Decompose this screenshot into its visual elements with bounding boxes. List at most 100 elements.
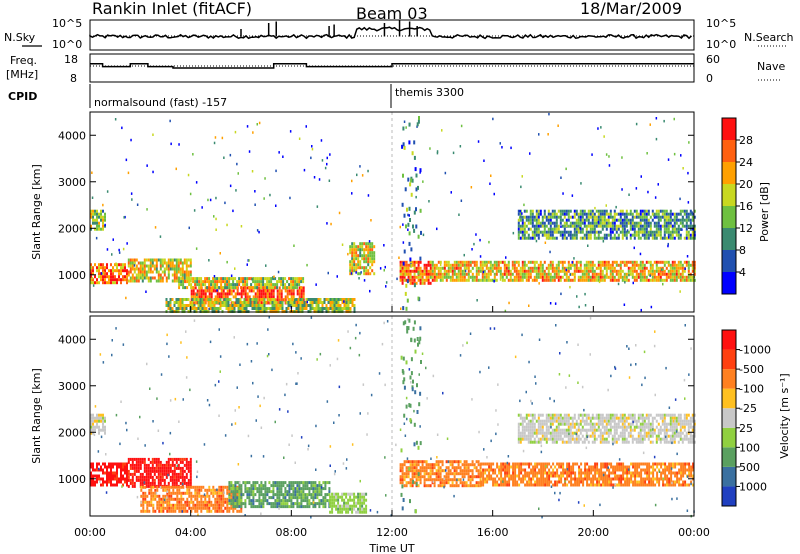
heatmap-cell-band-6 (471, 469, 474, 473)
heatmap-cell-band-8 (615, 260, 618, 264)
heatmap-cell-band-2 (155, 457, 158, 461)
heatmap-cell-band-9 (655, 227, 658, 231)
heatmap-cell-band-4 (290, 481, 293, 485)
heatmap-cell-band-9 (635, 233, 638, 237)
heatmap-cell-band-1 (118, 263, 120, 267)
heatmap-scatter-cell (560, 225, 562, 228)
heatmap-cell-band-8 (483, 272, 486, 276)
heatmap-cell-band-2 (139, 276, 142, 280)
heatmap-cell-band-8 (451, 266, 454, 270)
heatmap-cell-band-3 (188, 500, 191, 504)
heatmap-cell-band-7 (516, 480, 519, 484)
heatmap-cell-band-9 (605, 236, 608, 240)
heatmap-cell-band-7 (522, 480, 525, 484)
heatmap-cell-band-3 (298, 295, 301, 299)
heatmap-cell-band-2 (179, 466, 182, 470)
heatmap-cell-band-6 (469, 484, 472, 488)
heatmap-cell-band-9 (603, 221, 606, 225)
heatmap-cell-band-2 (129, 279, 132, 283)
heatmap-cell-band-4 (193, 307, 196, 310)
heatmap-cell-band-8 (657, 278, 660, 282)
heatmap-cell-band-6 (409, 481, 412, 485)
heatmap-cell-band-9 (585, 230, 588, 234)
heatmap-cell-band-8 (465, 263, 468, 267)
heatmap-cell-band-8 (667, 269, 670, 273)
heatmap-cell-band-2 (189, 258, 192, 262)
heatmap-cell-band-5 (262, 277, 265, 281)
heatmap-cell-band-3 (236, 509, 239, 513)
heatmap-cell-band-4 (283, 298, 286, 301)
heatmap-cell-band-6 (437, 466, 440, 470)
heatmap-cell-band-8 (465, 260, 468, 264)
heatmap-cell-band-1 (106, 474, 108, 478)
heatmap-cell-band-4 (278, 484, 281, 488)
heatmap-cell-band-4 (253, 307, 256, 310)
heatmap-cell-band-9 (547, 233, 550, 237)
heatmap-cell-band-9 (553, 230, 556, 234)
heatmap-cell-band-4 (324, 505, 327, 509)
heatmap-cell-band-3 (194, 286, 197, 290)
heatmap-cell-band-5 (341, 507, 344, 511)
heatmap-cell-band-2 (169, 463, 172, 467)
heatmap-cell-band-6 (433, 484, 436, 488)
heatmap-cell-band-6 (367, 260, 370, 264)
heatmap-cell-band-9 (571, 221, 574, 225)
heatmap-cell-band-0 (92, 212, 94, 216)
heatmap-cell-band-9 (571, 224, 574, 228)
heatmap-cell-band-8 (677, 263, 680, 267)
heatmap-cell-band-2 (175, 279, 178, 283)
heatmap-cell-band-4 (241, 304, 244, 307)
heatmap-cell-band-1 (96, 281, 98, 285)
heatmap-cell-band-1 (106, 483, 108, 487)
heatmap-cell-band-8 (639, 263, 642, 267)
heatmap-cell-band-3 (150, 491, 153, 495)
heatmap-cell-band-4 (329, 298, 332, 301)
heatmap-cell-band-7 (530, 480, 533, 484)
heatmap-cell-band-9 (589, 209, 592, 213)
heatmap-cell-band-3 (210, 298, 213, 302)
heatmap-cell-band-0 (100, 209, 102, 213)
heatmap-cell-band-9 (581, 212, 584, 216)
heatmap-cell-band-8 (503, 260, 506, 264)
heatmap-cell-band-7 (429, 281, 432, 285)
heatmap-cell-band-9 (685, 224, 688, 228)
heatmap-cell-band-8 (551, 278, 554, 282)
heatmap-cell-band-2 (187, 264, 190, 268)
heatmap-cell-band-4 (270, 484, 273, 488)
heatmap-cell-band-8 (515, 275, 518, 279)
heatmap-cell-band-8 (677, 266, 680, 270)
heatmap-cell-band-4 (300, 496, 303, 500)
heatmap-cell-band-8 (539, 263, 542, 267)
heatmap-cell-band-9 (647, 233, 650, 237)
heatmap-cell-band-9 (555, 230, 558, 234)
heatmap-cell-band-8 (679, 278, 682, 282)
heatmap-cell-band-4 (234, 493, 237, 497)
heatmap-cell-band-9 (647, 218, 650, 222)
heatmap-cell-band-4 (191, 298, 194, 301)
heatmap-cell-band-9 (629, 236, 632, 240)
heatmap-cell-band-4 (329, 307, 332, 310)
heatmap-cell-band-4 (322, 499, 325, 503)
heatmap-cell-band-2 (165, 469, 168, 473)
heatmap-cell-band-1 (124, 477, 126, 481)
heatmap-cell-band-1 (106, 266, 108, 270)
heatmap-cell-band-8 (615, 263, 618, 267)
heatmap-cell-band-4 (250, 505, 253, 509)
heatmap-cell-band-8 (639, 266, 642, 270)
heatmap-cell-band-0 (98, 428, 100, 432)
heatmap-cell-band-8 (663, 260, 666, 264)
heatmap-cell-band-1 (120, 468, 122, 472)
heatmap-cell-band-4 (272, 487, 275, 491)
heatmap-cell-band-2 (131, 264, 134, 268)
heatmap-cell-band-9 (567, 230, 570, 234)
heatmap-cell-band-8 (589, 269, 592, 273)
heatmap-cell-band-3 (176, 506, 179, 510)
heatmap-cell-band-1 (90, 263, 92, 267)
heatmap-cell-band-3 (280, 292, 283, 296)
heatmap-scatter-cell (535, 239, 538, 243)
heatmap-cell-band-1 (116, 269, 118, 273)
heatmap-cell-band-3 (192, 485, 195, 489)
heatmap-cell-band-3 (226, 488, 229, 492)
heatmap-cell-band-3 (266, 301, 269, 305)
heatmap-cell-band-2 (187, 469, 190, 473)
